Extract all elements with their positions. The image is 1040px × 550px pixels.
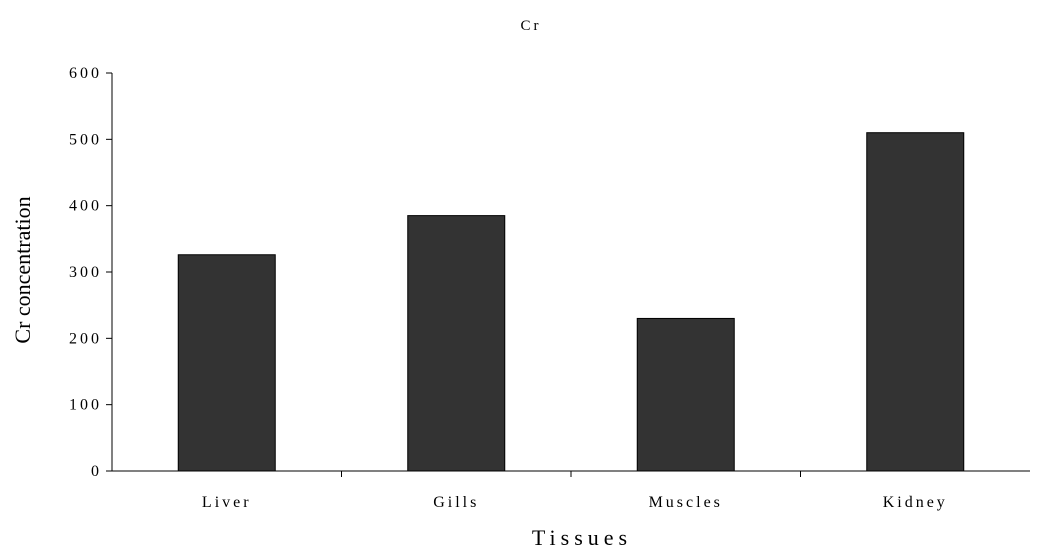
bar-kidney: [866, 132, 965, 472]
bar-muscles: [636, 317, 735, 472]
y-tick-label: 100: [69, 397, 102, 414]
y-tick-label: 600: [69, 65, 102, 82]
y-ticks-group: 0 100 200 300 400 500 600: [69, 65, 112, 480]
y-tick-label: 0: [91, 463, 102, 480]
bars-group: [177, 132, 965, 472]
bar-gills: [407, 215, 506, 472]
x-tick-label: Kidney: [883, 494, 948, 511]
bar-liver: [177, 254, 276, 472]
x-tick-label: Muscles: [649, 494, 723, 511]
y-tick-label: 500: [69, 131, 102, 148]
y-tick-label: 300: [69, 264, 102, 281]
y-tick-label: 400: [69, 198, 102, 215]
x-labels-group: Liver Gills Muscles Kidney: [202, 494, 948, 511]
x-tick-label: Liver: [202, 494, 252, 511]
chart-title: Cr: [521, 18, 542, 34]
y-tick-label: 200: [69, 330, 102, 347]
x-axis-title: Tissues: [532, 525, 632, 550]
x-tick-label: Gills: [433, 494, 479, 511]
y-axis-title: Cr concentration: [10, 196, 35, 343]
